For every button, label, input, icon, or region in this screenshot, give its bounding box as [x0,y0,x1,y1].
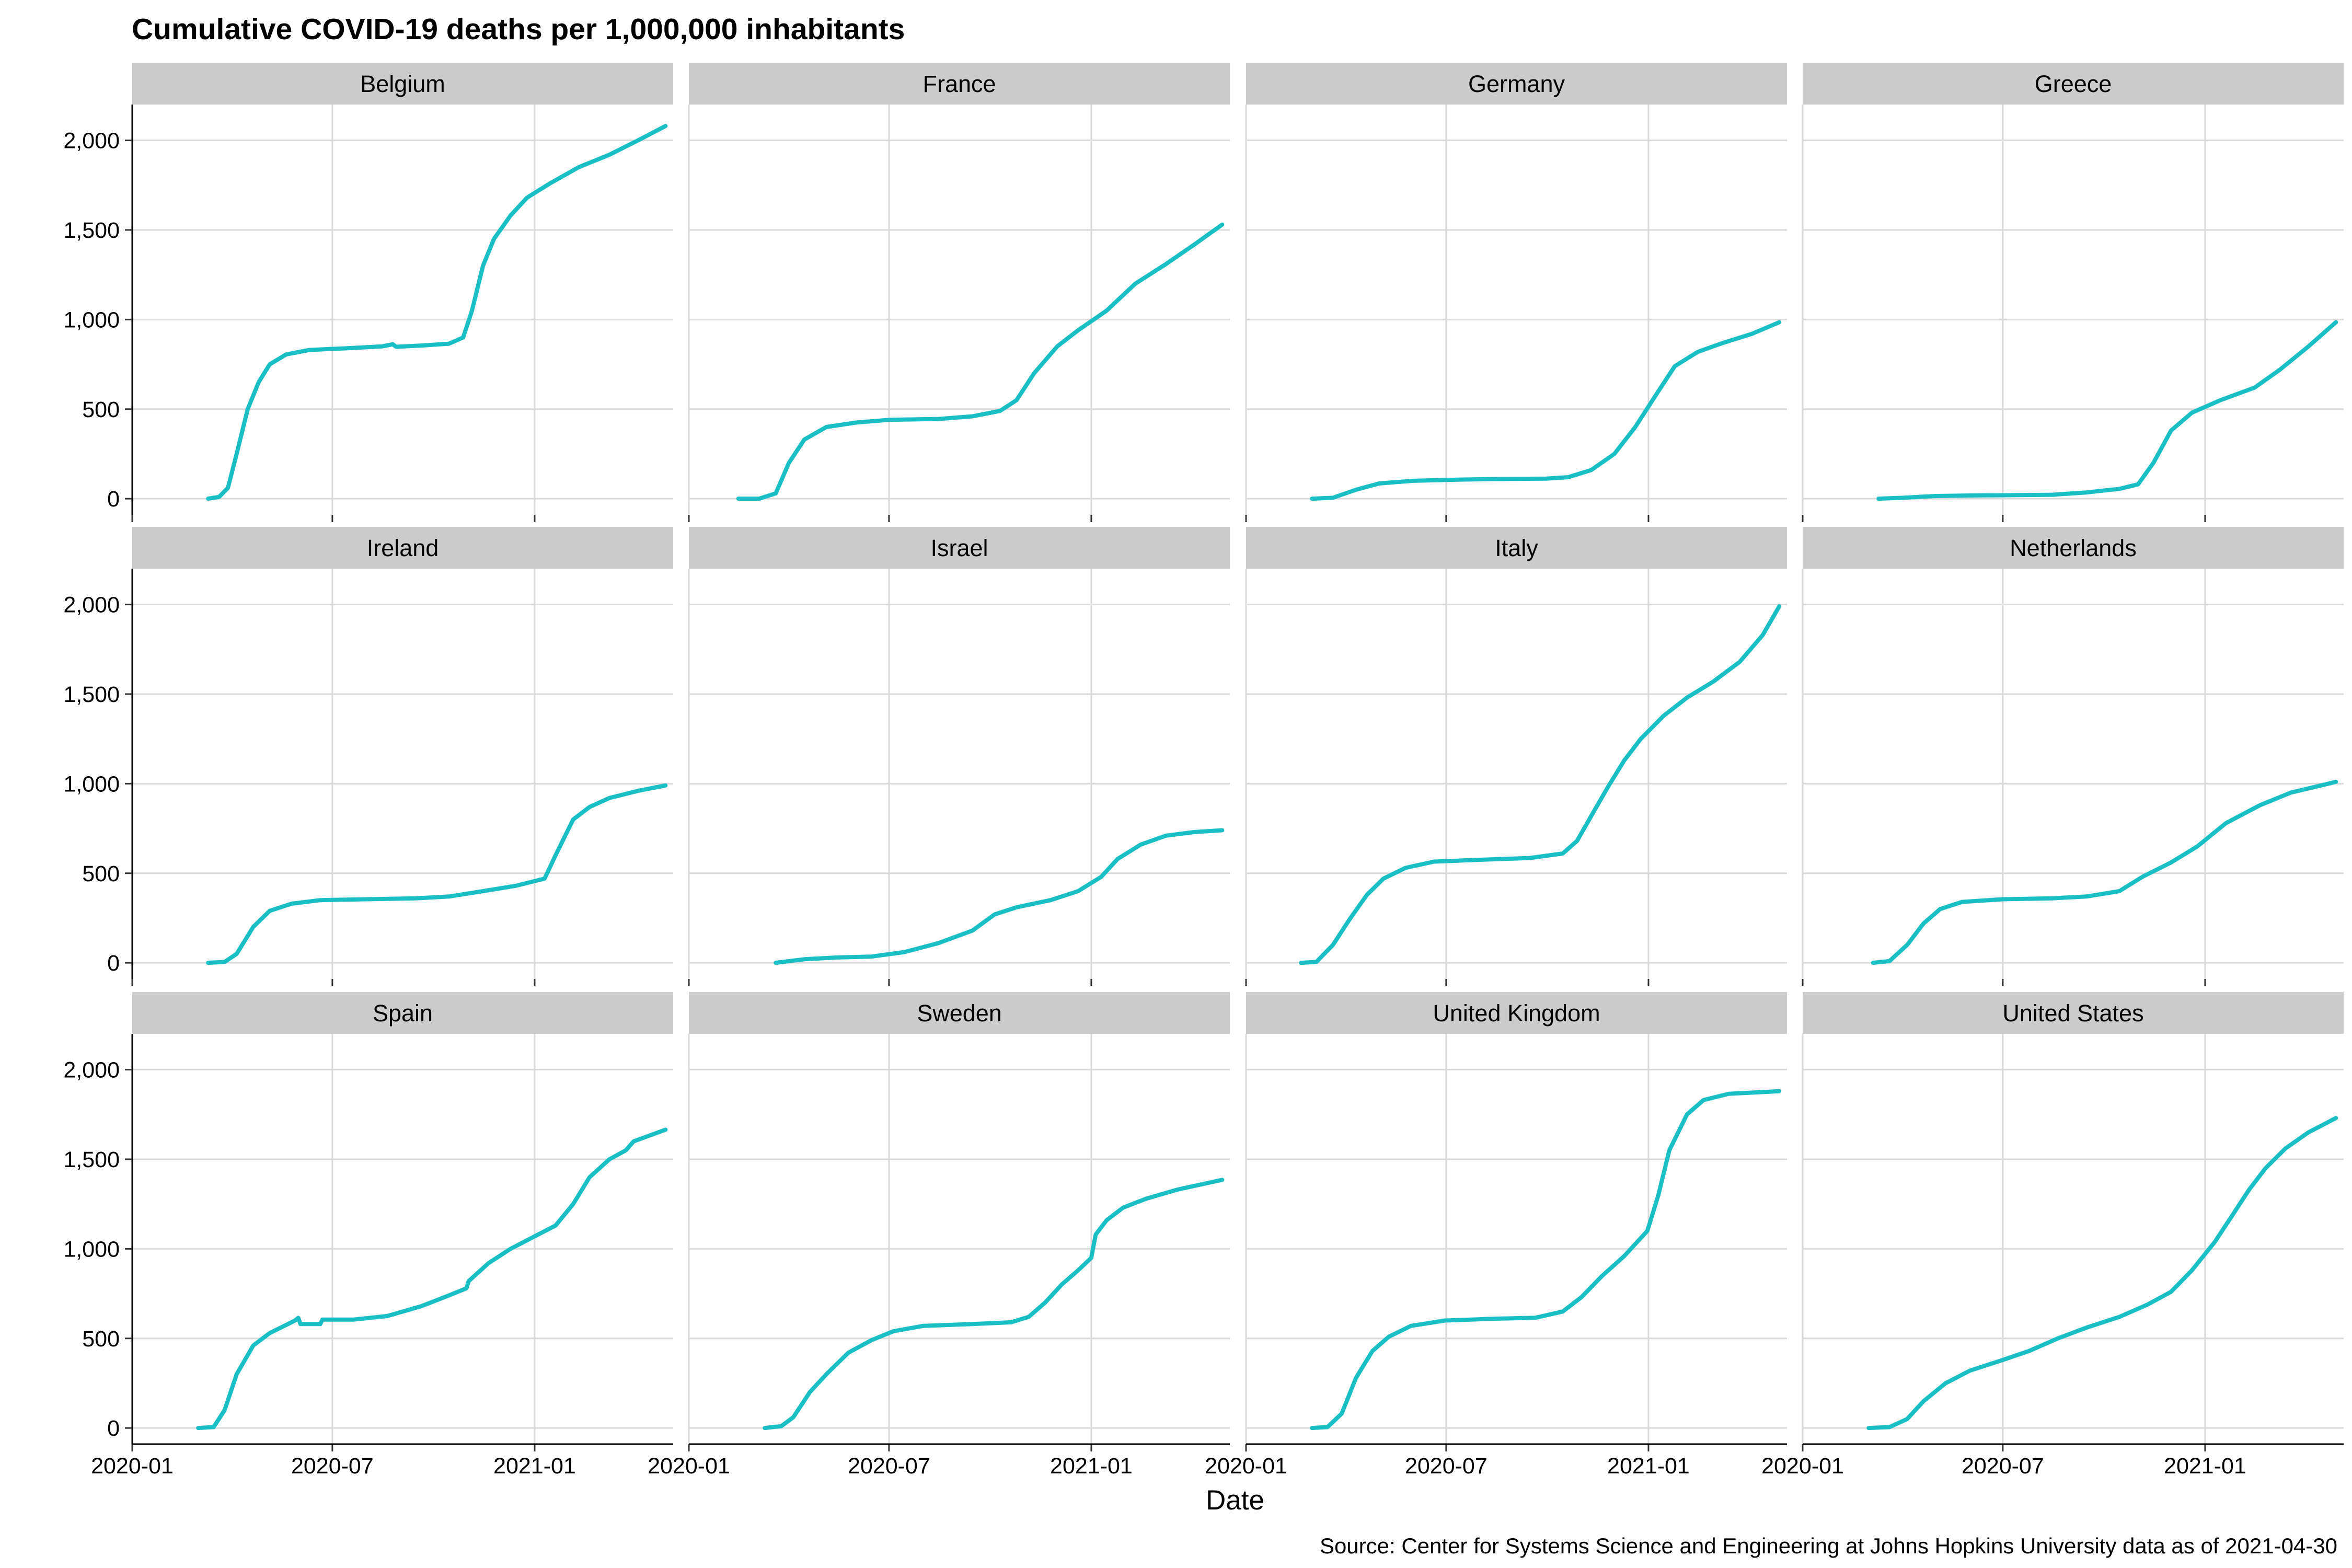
x-axis-title: Date [1206,1485,1264,1516]
x-tick-label: 2020-01 [91,1454,174,1479]
facet-label-sweden: Sweden [917,1000,1002,1027]
x-tick-label: 2020-01 [1761,1454,1844,1479]
facet-label-israel: Israel [930,535,988,561]
facet-strip-germany [1246,63,1787,105]
facet-strip-sweden [689,992,1230,1034]
facet-germany: Germany [1245,63,1787,522]
facet-strip-france [689,63,1230,105]
series-line-ireland [206,783,668,965]
facet-italy: Italy [1245,527,1787,986]
y-tick-label: 1,500 [63,682,120,707]
series-line-germany [1310,320,1782,501]
facet-label-netherlands: Netherlands [2010,535,2137,561]
facet-ireland: Ireland 0 500 1,000 1,500 2,000 [63,527,673,986]
series-line-netherlands [1871,779,2338,965]
facet-strip-united-kingdom [1246,992,1787,1034]
facet-label-ireland: Ireland [367,535,439,561]
facet-strip-belgium [132,63,673,105]
x-tick-label: 2021-01 [493,1454,576,1479]
facet-netherlands: Netherlands [1802,527,2344,986]
facet-france: France [688,63,1230,522]
facet-label-france: France [923,71,996,97]
facet-strip-spain [132,992,673,1034]
x-tick-label: 2020-07 [291,1454,374,1479]
facet-strip-italy [1246,527,1787,569]
facet-united-kingdom: United Kingdom 2020-01 2020-07 2021-01 [1205,992,1787,1479]
y-tick-label: 0 [107,487,120,512]
series-line-sweden [763,1178,1225,1431]
facet-strip-netherlands [1803,527,2344,569]
y-tick-label: 1,500 [63,1147,120,1172]
series-line-spain [196,1127,668,1431]
y-tick-label: 1,000 [63,307,120,332]
facet-label-united-kingdom: United Kingdom [1433,1000,1600,1027]
x-tick-label: 2020-01 [1205,1454,1287,1479]
y-tick-label: 500 [82,397,120,422]
y-tick-label: 0 [107,1416,120,1441]
facet-label-united-states: United States [2002,1000,2143,1027]
series-line-greece [1876,320,2338,501]
facet-panels: Belgium 0 500 1,000 1,500 2,000 France Germany G… [63,63,2344,1479]
chart-title: Cumulative COVID-19 deaths per 1,000,000… [132,13,905,46]
facet-label-italy: Italy [1495,535,1538,561]
y-tick-label: 2,000 [63,593,120,618]
series-line-united-kingdom [1310,1089,1782,1431]
chart-caption: Source: Center for Systems Science and E… [1320,1534,2337,1558]
x-tick-label: 2020-07 [1962,1454,2044,1479]
facet-strip-united-states [1803,992,2344,1034]
y-tick-label: 2,000 [63,129,120,154]
facet-strip-greece [1803,63,2344,105]
facet-greece: Greece [1802,63,2344,522]
y-tick-label: 500 [82,1327,120,1352]
facet-strip-ireland [132,527,673,569]
y-tick-label: 2,000 [63,1058,120,1083]
facet-israel: Israel [688,527,1230,986]
series-line-belgium [206,124,668,501]
facet-belgium: Belgium 0 500 1,000 1,500 2,000 [63,63,673,522]
x-tick-label: 2021-01 [1607,1454,1690,1479]
x-tick-label: 2020-07 [848,1454,930,1479]
series-line-italy [1299,604,1782,965]
x-tick-label: 2021-01 [2164,1454,2246,1479]
facet-label-spain: Spain [373,1000,433,1027]
facet-label-germany: Germany [1468,71,1565,97]
y-tick-label: 0 [107,951,120,976]
y-tick-label: 1,000 [63,771,120,797]
x-tick-label: 2020-07 [1405,1454,1488,1479]
series-line-israel [774,828,1225,965]
facet-label-greece: Greece [2035,71,2112,97]
y-tick-label: 1,000 [63,1237,120,1262]
x-tick-label: 2020-01 [648,1454,730,1479]
series-line-united-states [1866,1116,2338,1431]
series-line-france [736,222,1225,501]
facet-united-states: United States 2020-01 2020-07 2021-01 [1761,992,2344,1479]
x-tick-label: 2021-01 [1050,1454,1133,1479]
facet-strip-israel [689,527,1230,569]
facet-spain: Spain 0 500 1,000 1,500 2,000 2020-01 2020-07 20… [63,992,673,1479]
y-tick-label: 1,500 [63,218,120,243]
y-tick-label: 500 [82,861,120,886]
facet-label-belgium: Belgium [360,71,445,97]
facet-sweden: Sweden 2020-01 2020-07 2021-01 [648,992,1230,1479]
